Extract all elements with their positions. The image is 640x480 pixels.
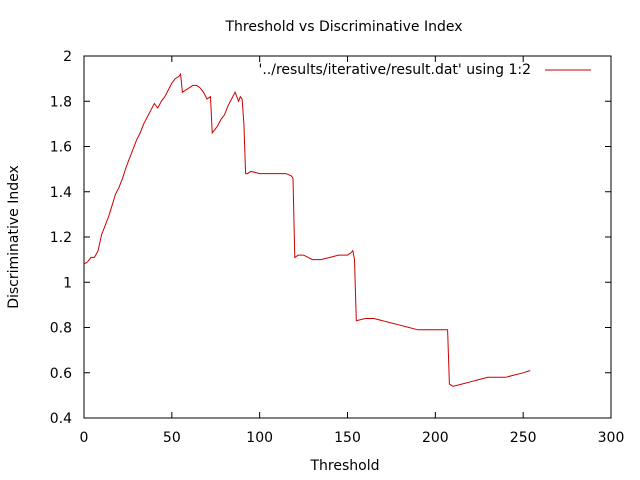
- y-tick-label: 1.4: [50, 185, 72, 201]
- y-tick-label: 1.2: [50, 230, 72, 246]
- y-tick-label: 1: [63, 275, 72, 291]
- y-tick-label: 1.6: [50, 140, 72, 156]
- x-axis-label: Threshold: [310, 458, 380, 474]
- y-tick-label: 1.8: [50, 94, 72, 110]
- x-tick-label: 200: [422, 430, 449, 446]
- series-line-1: [83, 72, 531, 387]
- legend: '../results/iterative/result.dat' using …: [258, 62, 591, 78]
- x-tick-label: 300: [598, 430, 625, 446]
- x-tick-label: 250: [510, 430, 537, 446]
- y-tick-label: 0.4: [50, 411, 72, 427]
- x-tick-label: 100: [246, 430, 273, 446]
- x-tick-label: 50: [163, 430, 181, 446]
- x-axis-ticks: 0 50 100 150 200 250 300: [80, 56, 625, 446]
- y-axis-ticks: 0.4 0.6 0.8 1 1.2 1.4 1.6 1.8 2: [50, 49, 611, 427]
- plot-area: [83, 55, 612, 419]
- x-tick-label: 150: [334, 430, 361, 446]
- x-tick-label: 0: [80, 430, 89, 446]
- y-tick-label: 0.8: [50, 321, 72, 337]
- plot-border: [83, 55, 612, 419]
- y-tick-label: 0.6: [50, 366, 72, 382]
- y-tick-label: 2: [63, 49, 72, 65]
- legend-label-series-1: '../results/iterative/result.dat' using …: [258, 62, 531, 78]
- series-layer: [83, 72, 531, 387]
- chart-title: Threshold vs Discriminative Index: [224, 19, 462, 35]
- y-axis-label: Discriminative Index: [6, 165, 22, 309]
